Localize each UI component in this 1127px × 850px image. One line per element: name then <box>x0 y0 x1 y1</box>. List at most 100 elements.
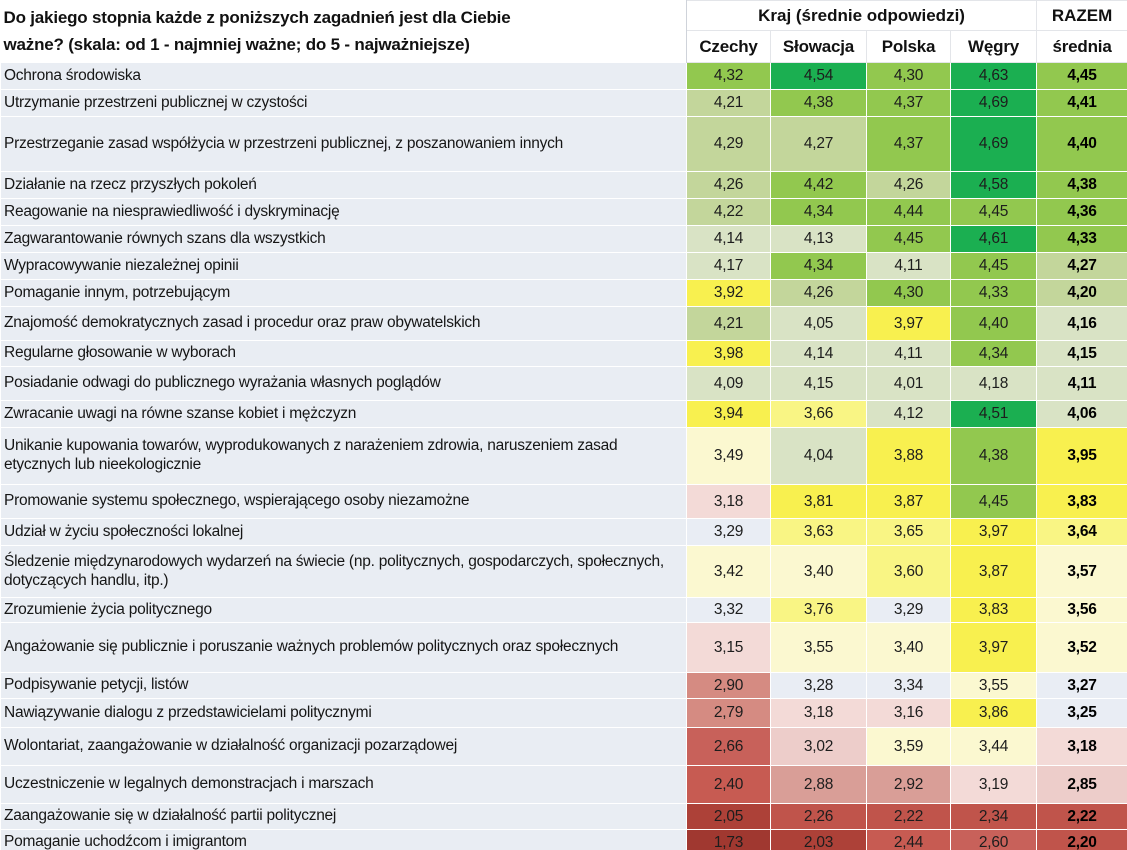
value-cell: 3,40 <box>770 545 867 598</box>
value-cell: 4,01 <box>866 366 951 401</box>
value-cell: 3,28 <box>770 672 867 699</box>
value-cell: 2,66 <box>686 727 771 766</box>
value-cell: 3,81 <box>770 484 867 519</box>
value-cell: 2,34 <box>949 803 1038 830</box>
value-cell: 3,32 <box>686 597 771 623</box>
value-cell: 4,61 <box>949 225 1038 253</box>
table-row: Zagwarantowanie równych szans dla wszyst… <box>0 225 1127 253</box>
table-row: Angażowanie się publicznie i poruszanie … <box>0 622 1127 673</box>
row-label: Utrzymanie przestrzeni publicznej w czys… <box>0 89 687 117</box>
row-label: Ochrona środowiska <box>0 62 687 90</box>
row-label: Angażowanie się publicznie i poruszanie … <box>0 622 687 673</box>
average-cell: 4,38 <box>1036 171 1127 199</box>
value-cell: 4,14 <box>770 340 867 367</box>
table-row: Zwracanie uwagi na równe szanse kobiet i… <box>0 400 1127 428</box>
table-row: Wypracowywanie niezależnej opinii 4,17 4,3… <box>0 252 1127 280</box>
value-cell: 2,22 <box>866 803 951 830</box>
table-row: Przestrzeganie zasad współżycia w przest… <box>0 116 1127 172</box>
value-cell: 4,09 <box>686 366 771 401</box>
value-cell: 4,04 <box>770 427 867 485</box>
row-label: Posiadanie odwagi do publicznego wyrażan… <box>0 366 687 401</box>
value-cell: 4,17 <box>686 252 771 280</box>
table-row: Nawiązywanie dialogu z przedstawicielami… <box>0 698 1127 728</box>
table-row: Unikanie kupowania towarów, wyprodukowan… <box>0 427 1127 485</box>
average-cell: 3,57 <box>1036 545 1127 598</box>
table-row: Zaangażowanie się w działalność partii p… <box>0 803 1127 830</box>
value-cell: 4,30 <box>866 279 951 307</box>
value-cell: 3,55 <box>949 672 1038 699</box>
value-cell: 4,45 <box>949 252 1038 280</box>
country-header-3: Polska <box>866 30 951 63</box>
table-row: Ochrona środowiska 4,32 4,54 4,30 4,63 4,45 <box>0 62 1127 90</box>
country-header-2: Słowacja <box>770 30 867 63</box>
row-label: Wypracowywanie niezależnej opinii <box>0 252 687 280</box>
table-row: Uczestniczenie w legalnych demonstracjac… <box>0 765 1127 804</box>
value-cell: 3,63 <box>770 518 867 546</box>
table-row: Udział w życiu społeczności lokalnej 3,29… <box>0 518 1127 546</box>
value-cell: 3,55 <box>770 622 867 673</box>
value-cell: 4,26 <box>866 171 951 199</box>
value-cell: 4,34 <box>770 252 867 280</box>
value-cell: 4,05 <box>770 306 867 341</box>
average-cell: 4,06 <box>1036 400 1127 428</box>
value-cell: 3,94 <box>686 400 771 428</box>
value-cell: 4,26 <box>686 171 771 199</box>
value-cell: 2,44 <box>866 829 951 850</box>
row-label: Promowanie systemu społecznego, wspieraj… <box>0 484 687 519</box>
value-cell: 3,44 <box>949 727 1038 766</box>
value-cell: 4,38 <box>770 89 867 117</box>
average-cell: 3,18 <box>1036 727 1127 766</box>
row-label: Reagowanie na niesprawiedliwość i dyskry… <box>0 198 687 226</box>
value-cell: 3,66 <box>770 400 867 428</box>
value-cell: 3,88 <box>866 427 951 485</box>
value-cell: 4,54 <box>770 62 867 90</box>
table-row: Wolontariat, zaangażowanie w działalność… <box>0 727 1127 766</box>
value-cell: 4,14 <box>686 225 771 253</box>
row-label: Udział w życiu społeczności lokalnej <box>0 518 687 546</box>
average-cell: 4,40 <box>1036 116 1127 172</box>
row-label: Unikanie kupowania towarów, wyprodukowan… <box>0 427 687 485</box>
row-label: Zrozumienie życia politycznego <box>0 597 687 623</box>
total-header: RAZEM <box>1036 0 1127 31</box>
value-cell: 3,97 <box>866 306 951 341</box>
row-label: Zaangażowanie się w działalność partii p… <box>0 803 687 830</box>
value-cell: 4,21 <box>686 306 771 341</box>
value-cell: 4,40 <box>949 306 1038 341</box>
value-cell: 3,42 <box>686 545 771 598</box>
average-cell: 4,27 <box>1036 252 1127 280</box>
value-cell: 2,90 <box>686 672 771 699</box>
average-header: średnia <box>1036 30 1127 63</box>
average-cell: 3,27 <box>1036 672 1127 699</box>
value-cell: 3,29 <box>686 518 771 546</box>
value-cell: 3,34 <box>866 672 951 699</box>
question-line2: ważne? (skala: od 1 - najmniej ważne; do… <box>3 35 470 55</box>
table-row: Promowanie systemu społecznego, wspieraj… <box>0 484 1127 519</box>
value-cell: 3,97 <box>949 622 1038 673</box>
row-label: Pomaganie innym, potrzebującym <box>0 279 687 307</box>
value-cell: 3,76 <box>770 597 867 623</box>
value-cell: 4,27 <box>770 116 867 172</box>
value-cell: 4,22 <box>686 198 771 226</box>
value-cell: 4,29 <box>686 116 771 172</box>
value-cell: 3,18 <box>686 484 771 519</box>
value-cell: 2,05 <box>686 803 771 830</box>
value-cell: 4,11 <box>866 340 951 367</box>
value-cell: 3,60 <box>866 545 951 598</box>
value-cell: 4,26 <box>770 279 867 307</box>
value-cell: 4,63 <box>949 62 1038 90</box>
row-label: Uczestniczenie w legalnych demonstracjac… <box>0 765 687 804</box>
row-label: Zwracanie uwagi na równe szanse kobiet i… <box>0 400 687 428</box>
table-row: Posiadanie odwagi do publicznego wyrażan… <box>0 366 1127 401</box>
value-cell: 3,59 <box>866 727 951 766</box>
value-cell: 3,19 <box>949 765 1038 804</box>
value-cell: 4,12 <box>866 400 951 428</box>
value-cell: 1,73 <box>686 829 771 850</box>
value-cell: 4,32 <box>686 62 771 90</box>
country-group-header: Kraj (średnie odpowiedzi) <box>685 0 1038 31</box>
value-cell: 4,69 <box>949 89 1038 117</box>
average-cell: 3,95 <box>1036 427 1127 485</box>
row-label: Działanie na rzecz przyszłych pokoleń <box>0 171 687 199</box>
value-cell: 2,79 <box>686 698 771 728</box>
value-cell: 3,83 <box>949 597 1038 623</box>
